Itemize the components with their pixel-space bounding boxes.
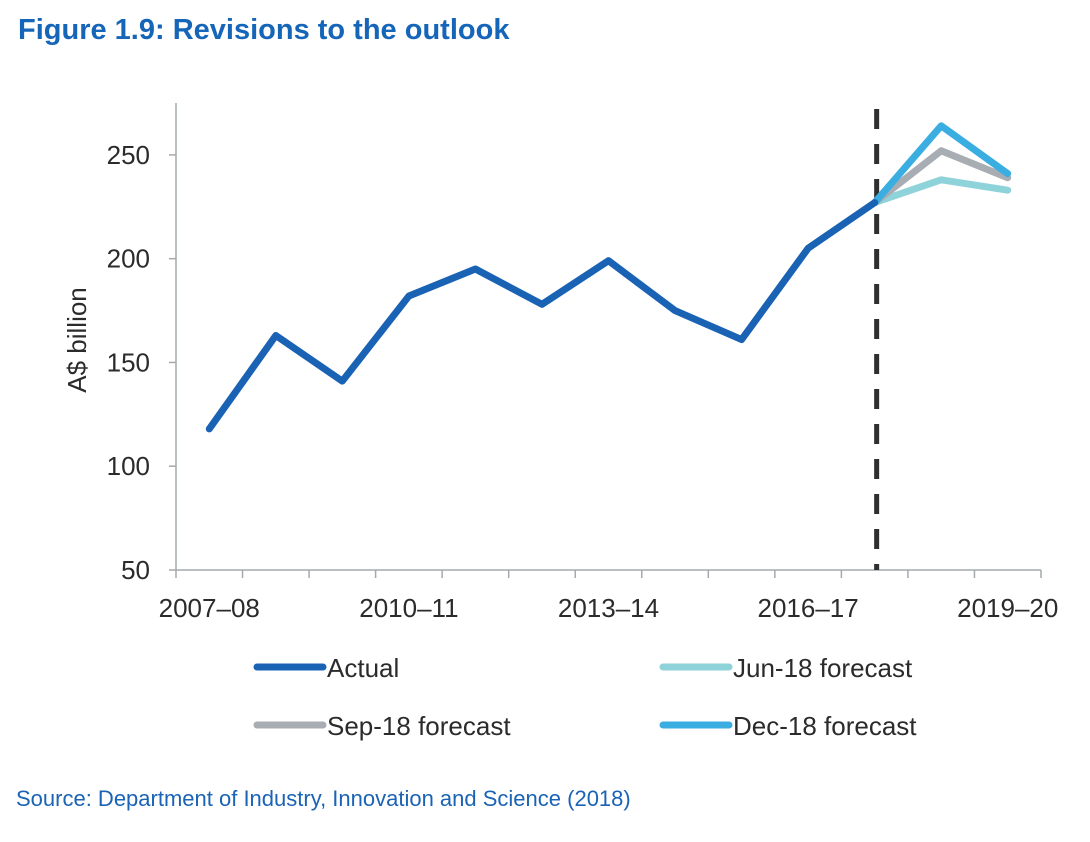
- y-tick-label: 200: [107, 244, 150, 274]
- y-tick-labels: 50 100 150 200 250: [107, 140, 150, 585]
- source-note: Source: Department of Industry, Innovati…: [16, 786, 631, 811]
- series-line-actual: [205, 199, 879, 433]
- y-tick-label: 100: [107, 451, 150, 481]
- legend-label: Dec-18 forecast: [733, 711, 917, 741]
- legend-label: Jun-18 forecast: [733, 653, 913, 683]
- y-axis-label: A$ billion: [62, 287, 92, 393]
- legend: Actual Jun-18 forecast Sep-18 forecast Dec-…: [253, 653, 917, 741]
- x-tick-label: 2019–20: [957, 593, 1058, 623]
- y-tick-label: 250: [107, 140, 150, 170]
- y-tick-label: 50: [121, 555, 150, 585]
- series-line-sep-18-forecast: [871, 147, 1012, 207]
- x-tick-label: 2016–17: [757, 593, 858, 623]
- series-line-jun-18-forecast: [871, 176, 1012, 207]
- chart-title: Figure 1.9: Revisions to the outlook: [18, 14, 510, 46]
- series-lines: [205, 122, 1012, 433]
- x-tick-labels: 2007–08 2010–11 2013–14 2016–17 2019–20: [159, 593, 1059, 623]
- legend-label: Sep-18 forecast: [327, 711, 511, 741]
- series-line-dec-18-forecast: [871, 122, 1012, 207]
- axes: [169, 103, 1042, 578]
- legend-label: Actual: [327, 653, 399, 683]
- x-tick-label: 2010–11: [359, 593, 458, 623]
- y-tick-label: 150: [107, 347, 150, 377]
- x-tick-label: 2013–14: [558, 593, 659, 623]
- x-tick-label: 2007–08: [159, 593, 260, 623]
